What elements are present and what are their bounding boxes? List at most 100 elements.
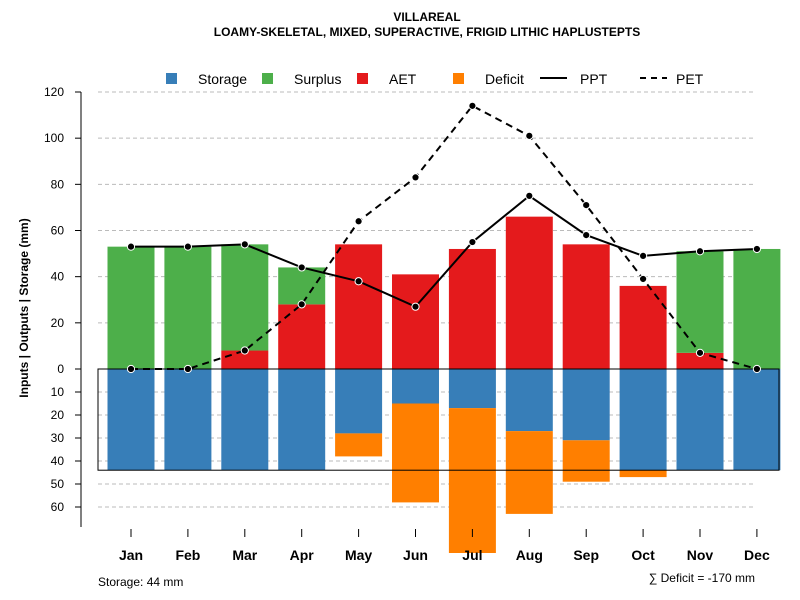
point-pet-jan — [126, 364, 136, 374]
point-ppt-oct — [639, 251, 648, 260]
bar-aet-sep — [562, 244, 610, 369]
x-tick-label-feb: Feb — [175, 547, 200, 563]
point-pet-jul — [468, 101, 477, 110]
bar-aet-jul — [448, 248, 496, 369]
x-tick-label-nov: Nov — [687, 547, 714, 563]
point-pet-nov — [695, 348, 705, 357]
bar-storage-oct — [619, 369, 667, 471]
bar-surplus-nov — [676, 251, 724, 353]
bar-storage-nov — [676, 369, 724, 471]
series-lines — [126, 101, 762, 374]
y-tick-label: 10 — [51, 385, 65, 399]
x-tick-label-jan: Jan — [119, 547, 143, 563]
bar-surplus-jan — [107, 246, 155, 369]
legend-swatch-storage — [166, 73, 177, 84]
y-tick-label: 40 — [51, 270, 65, 284]
bars — [107, 216, 781, 553]
bar-storage-aug — [505, 369, 553, 432]
bar-storage-jun — [392, 369, 439, 404]
axes: 0 20 40 60 80 100 120 10 20 30 40 50 60 Jan Feb Mar Apr M… — [44, 85, 780, 563]
storage-note: Storage: 44 mm — [98, 575, 183, 589]
y-tick-label: 0 — [57, 362, 64, 376]
legend: Storage Surplus AET Deficit PPT PET — [166, 71, 704, 87]
point-ppt-feb — [183, 242, 192, 251]
bar-aet-may — [335, 244, 383, 369]
x-tick-label-sep: Sep — [573, 547, 599, 563]
point-ppt-jan — [126, 242, 136, 251]
y-tick-label: 40 — [51, 454, 65, 468]
x-tick-label-apr: Apr — [290, 547, 315, 563]
bar-storage-jul — [448, 369, 496, 409]
y-axis-label: Inputs | Outputs | Storage (mm) — [17, 218, 31, 397]
bar-surplus-feb — [164, 246, 212, 369]
x-tick-label-oct: Oct — [631, 547, 655, 563]
point-ppt-sep — [582, 231, 591, 240]
point-pet-aug — [525, 131, 534, 140]
point-pet-sep — [582, 201, 591, 210]
chart-subtitle: LOAMY-SKELETAL, MIXED, SUPERACTIVE, FRIG… — [214, 25, 640, 39]
line-ppt — [131, 194, 757, 308]
bar-storage-mar — [221, 369, 269, 471]
y-tick-label: 60 — [51, 224, 65, 238]
point-pet-dec — [752, 364, 762, 374]
bar-deficit-jun — [392, 403, 439, 503]
point-ppt-jun — [411, 302, 420, 311]
bar-storage-apr — [278, 369, 326, 471]
line-pet — [131, 104, 758, 370]
deficit-note: ∑ Deficit = -170 mm — [649, 571, 755, 585]
bar-storage-dec — [733, 369, 781, 471]
bar-aet-aug — [505, 216, 553, 369]
point-ppt-apr — [297, 263, 306, 272]
x-tick-label-jul: Jul — [462, 547, 482, 563]
x-tick-label-dec: Dec — [744, 547, 770, 563]
legend-label-pet: PET — [676, 71, 704, 87]
bar-storage-feb — [164, 369, 212, 471]
bar-deficit-oct — [619, 470, 667, 478]
bar-storage-may — [335, 369, 383, 434]
bar-surplus-mar — [221, 244, 269, 351]
legend-swatch-surplus — [262, 73, 273, 84]
y-tick-label: 20 — [51, 316, 65, 330]
bar-aet-oct — [619, 285, 667, 369]
point-pet-may — [354, 217, 363, 226]
bar-surplus-apr — [278, 267, 326, 305]
bar-deficit-jul — [448, 408, 496, 553]
bar-deficit-aug — [505, 431, 553, 514]
y-tick-label: 80 — [51, 177, 65, 191]
x-tick-label-mar: Mar — [232, 547, 257, 563]
x-tick-label-jun: Jun — [403, 547, 428, 563]
y-tick-label: 20 — [51, 408, 65, 422]
legend-label-surplus: Surplus — [294, 71, 341, 87]
legend-label-storage: Storage — [198, 71, 247, 87]
point-ppt-may — [354, 277, 363, 286]
point-ppt-mar — [240, 240, 249, 249]
point-pet-jun — [411, 173, 420, 182]
legend-label-deficit: Deficit — [485, 71, 524, 87]
point-ppt-aug — [525, 191, 534, 200]
point-ppt-dec — [752, 244, 762, 254]
point-pet-feb — [183, 364, 192, 374]
bar-aet-apr — [278, 304, 326, 369]
legend-label-ppt: PPT — [580, 71, 608, 87]
point-pet-oct — [639, 274, 648, 284]
chart-title: VILLAREAL — [393, 10, 460, 24]
bar-deficit-sep — [562, 440, 610, 482]
bar-surplus-dec — [733, 248, 781, 369]
bar-aet-mar — [221, 350, 269, 369]
point-ppt-jul — [468, 237, 477, 247]
point-pet-apr — [297, 300, 306, 309]
legend-swatch-aet — [357, 73, 368, 84]
x-tick-label-aug: Aug — [516, 547, 543, 563]
bar-deficit-may — [335, 433, 383, 457]
y-tick-label: 120 — [44, 85, 64, 99]
point-ppt-nov — [695, 247, 705, 256]
point-pet-mar — [240, 346, 249, 355]
y-tick-label: 30 — [51, 431, 65, 445]
legend-label-aet: AET — [389, 71, 417, 87]
bar-storage-sep — [562, 369, 610, 441]
y-tick-label: 100 — [44, 131, 64, 145]
legend-swatch-deficit — [453, 73, 464, 84]
storage-capacity-box — [97, 368, 780, 471]
y-tick-label: 50 — [51, 477, 65, 491]
